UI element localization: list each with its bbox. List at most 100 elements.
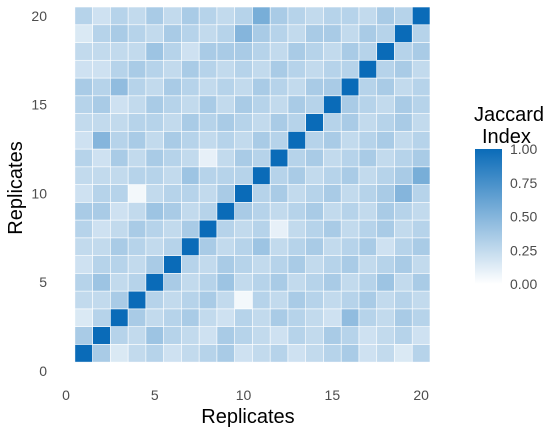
heatmap-cell: [181, 24, 200, 43]
heatmap-cell: [411, 326, 431, 345]
heatmap-cell: [181, 113, 200, 132]
heatmap-cell: [198, 344, 218, 363]
heatmap-cell: [145, 166, 164, 185]
heatmap-cell: [358, 113, 378, 132]
heatmap-cell: [376, 344, 395, 363]
heatmap-cell: [323, 237, 342, 256]
y-axis-ticks: 0 5 10 15 20: [31, 8, 47, 379]
heatmap-cell: [287, 219, 307, 239]
heatmap-cell: [269, 148, 289, 168]
heatmap-cell: [269, 166, 289, 185]
heatmap-cell: [127, 77, 147, 97]
heatmap-cell: [323, 95, 342, 114]
heatmap-cell: [358, 6, 378, 26]
heatmap-cell: [216, 326, 235, 345]
heatmap-cell: [110, 184, 129, 203]
heatmap-cell: [216, 273, 235, 292]
heatmap-cell: [340, 130, 360, 150]
heatmap-cell: [358, 184, 378, 203]
heatmap-cell: [110, 202, 129, 221]
heatmap-cell: [234, 95, 253, 114]
heatmap-cell: [305, 290, 324, 310]
heatmap-cell: [287, 273, 307, 292]
heatmap-cell: [376, 202, 395, 221]
legend-ticks: 1.00 0.75 0.50 0.25 0.00: [510, 141, 537, 292]
heatmap-cell: [252, 130, 271, 150]
heatmap-cell: [394, 24, 413, 43]
x-tick-label: 10: [236, 387, 252, 403]
heatmap-cell: [127, 24, 147, 43]
heatmap-cell: [74, 113, 93, 132]
heatmap-cell: [198, 166, 218, 185]
heatmap-cell: [110, 24, 129, 43]
heatmap-cell: [376, 6, 395, 26]
heatmap-cell: [340, 42, 360, 61]
heatmap-cell: [181, 255, 200, 274]
heatmap-cell: [145, 6, 164, 26]
heatmap-cell: [110, 6, 129, 26]
heatmap-cell: [110, 344, 129, 363]
heatmap-cell: [411, 24, 431, 43]
heatmap-cell: [127, 237, 147, 256]
heatmap-cell: [74, 308, 93, 327]
heatmap-cell: [340, 219, 360, 239]
heatmap-cell: [74, 219, 93, 239]
heatmap-cell: [269, 6, 289, 26]
heatmap-cell: [340, 148, 360, 168]
heatmap-cell: [163, 308, 182, 327]
heatmap-cell: [234, 6, 253, 26]
heatmap-cell: [340, 24, 360, 43]
heatmap-cell: [287, 77, 307, 97]
heatmap-cell: [411, 77, 431, 97]
heatmap-cell: [376, 326, 395, 345]
heatmap-cell: [234, 344, 253, 363]
heatmap-cell: [340, 166, 360, 185]
heatmap-cell: [305, 148, 324, 168]
heatmap-cell: [163, 42, 182, 61]
heatmap-cell: [234, 42, 253, 61]
heatmap-cell: [216, 24, 235, 43]
legend-tick-label: 0.75: [510, 175, 537, 191]
heatmap-cell: [323, 166, 342, 185]
heatmap-cell: [234, 184, 253, 203]
heatmap-cell: [394, 237, 413, 256]
heatmap-cell: [358, 24, 378, 43]
heatmap-cell: [127, 326, 147, 345]
heatmap-cell: [92, 95, 111, 114]
heatmap-cell: [216, 95, 235, 114]
heatmap-cell: [305, 219, 324, 239]
heatmap-cell: [92, 344, 111, 363]
heatmap-cell: [252, 42, 271, 61]
heatmap-cell: [287, 344, 307, 363]
heatmap-cell: [394, 219, 413, 239]
heatmap-cell: [394, 42, 413, 61]
heatmap-cell: [269, 290, 289, 310]
heatmap-cell: [252, 148, 271, 168]
heatmap-cell: [92, 59, 111, 79]
heatmap-cell: [269, 77, 289, 97]
heatmap-cell: [340, 237, 360, 256]
heatmap-cell: [340, 326, 360, 345]
heatmap-cell: [376, 290, 395, 310]
heatmap-cell: [323, 344, 342, 363]
heatmap-cell: [198, 6, 218, 26]
heatmap-cell: [110, 308, 129, 327]
heatmap-cell: [198, 77, 218, 97]
heatmap-cell: [252, 166, 271, 185]
heatmap-cell: [340, 59, 360, 79]
x-axis-title: Replicates: [201, 406, 294, 428]
heatmap-cell: [92, 326, 111, 345]
legend-tick-label: 0.00: [510, 276, 537, 292]
heatmap-cell: [394, 184, 413, 203]
heatmap-cell: [305, 42, 324, 61]
heatmap-cell: [127, 219, 147, 239]
heatmap-cell: [269, 326, 289, 345]
heatmap-cell: [145, 184, 164, 203]
heatmap-cell: [74, 202, 93, 221]
heatmap-cell: [145, 113, 164, 132]
heatmap-cell: [198, 184, 218, 203]
heatmap-cell: [216, 255, 235, 274]
heatmap-cell: [394, 255, 413, 274]
heatmap-cell: [145, 308, 164, 327]
